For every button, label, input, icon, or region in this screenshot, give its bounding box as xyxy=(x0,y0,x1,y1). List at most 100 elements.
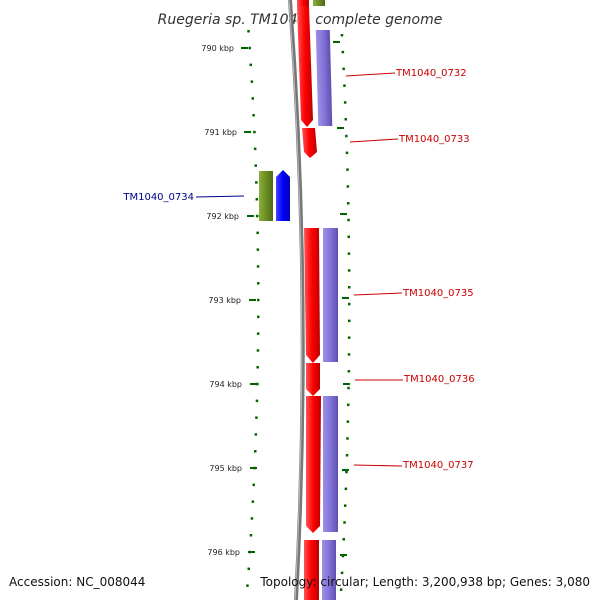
scale-dots-left xyxy=(246,30,260,587)
cds-block-tm1040-0735[interactable] xyxy=(323,228,338,362)
minor-tick-right xyxy=(347,218,350,222)
genome-summary-text: Topology: circular; Length: 3,200,938 bp… xyxy=(259,575,590,589)
minor-tick-right xyxy=(345,470,348,474)
minor-tick-right xyxy=(348,319,351,323)
minor-tick-left xyxy=(250,517,254,520)
minor-tick-left xyxy=(257,315,260,319)
gene-label-tm1040-0736[interactable]: TM1040_0736 xyxy=(403,374,475,385)
kbp-tick-794: 794 kbp xyxy=(209,380,242,389)
gene-label-tm1040-0734[interactable]: TM1040_0734 xyxy=(122,192,194,203)
minor-tick-right xyxy=(339,588,343,591)
minor-tick-right xyxy=(347,235,350,239)
minor-tick-left xyxy=(256,349,260,352)
minor-tick-right xyxy=(347,202,350,205)
minor-tick-left xyxy=(247,30,250,33)
minor-tick-right xyxy=(346,168,349,171)
minor-tick-right xyxy=(348,286,351,289)
minor-tick-right xyxy=(341,554,345,558)
minor-tick-left xyxy=(256,332,260,335)
minor-tick-right xyxy=(345,151,349,155)
minor-tick-left xyxy=(252,114,255,117)
gene-arrow-tm1040-0737[interactable] xyxy=(306,396,321,533)
scale-dots-right xyxy=(339,34,351,591)
gene-arrow-tm1040-0735[interactable] xyxy=(304,228,320,363)
cds-block-tm1040-0732[interactable] xyxy=(315,30,333,126)
minor-tick-left xyxy=(254,433,258,436)
gene-label-tm1040-0733[interactable]: TM1040_0733 xyxy=(398,134,470,145)
minor-tick-right xyxy=(342,538,345,541)
minor-tick-right xyxy=(347,386,350,390)
gene-leader-lines xyxy=(195,72,403,467)
minor-tick-left xyxy=(255,181,258,184)
minor-tick-left xyxy=(247,567,250,571)
minor-tick-left xyxy=(255,416,258,419)
minor-tick-right xyxy=(347,403,350,407)
minor-tick-left xyxy=(256,382,259,386)
kbp-major-ticks xyxy=(241,41,350,556)
minor-tick-left xyxy=(256,231,259,235)
kbp-tick-795: 795 kbp xyxy=(209,464,242,473)
gene-arrow-tm1040-0736[interactable] xyxy=(306,363,320,396)
cds-block-partial-bottom[interactable] xyxy=(322,540,336,600)
minor-tick-left xyxy=(256,214,259,218)
minor-tick-right xyxy=(344,487,348,491)
minor-tick-left xyxy=(256,248,260,251)
minor-tick-right xyxy=(345,134,348,138)
minor-tick-right xyxy=(345,454,349,457)
minor-tick-right xyxy=(344,118,347,121)
genome-backbone-highlight xyxy=(288,0,303,600)
cds-block-tm1040-0737[interactable] xyxy=(323,396,338,532)
minor-tick-left xyxy=(257,298,260,302)
gene-arrow-tm1040-0732[interactable] xyxy=(297,6,313,127)
minor-tick-left xyxy=(255,198,259,201)
minor-tick-right xyxy=(340,571,344,575)
minor-tick-left xyxy=(251,500,255,503)
minor-tick-right xyxy=(347,370,351,373)
gene-label-tm1040-0735[interactable]: TM1040_0735 xyxy=(402,288,474,299)
minor-tick-right xyxy=(343,101,347,104)
minor-tick-right xyxy=(343,84,346,87)
kbp-tick-793: 793 kbp xyxy=(208,296,241,305)
minor-tick-left xyxy=(255,399,259,403)
minor-tick-left xyxy=(254,450,257,453)
minor-tick-right xyxy=(344,504,347,507)
reverse-cds-partial-top[interactable] xyxy=(313,0,325,6)
minor-tick-right xyxy=(342,67,345,71)
forward-gene-partial-top[interactable] xyxy=(297,0,309,6)
minor-tick-left xyxy=(246,584,249,587)
gene-label-tm1040-0737[interactable]: TM1040_0737 xyxy=(402,460,474,471)
minor-tick-left xyxy=(256,366,259,369)
minor-tick-left xyxy=(257,282,260,285)
minor-tick-right xyxy=(347,269,351,272)
kbp-tick-792: 792 kbp xyxy=(206,212,239,221)
minor-tick-left xyxy=(252,483,255,487)
minor-tick-right xyxy=(348,302,351,306)
minor-tick-left xyxy=(254,164,257,167)
minor-tick-left xyxy=(256,265,260,268)
accession-text: Accession: NC_008044 xyxy=(9,575,145,589)
minor-tick-right xyxy=(346,437,349,440)
kbp-tick-790: 790 kbp xyxy=(201,44,234,53)
cds-block-tm1040-0734[interactable] xyxy=(259,171,273,221)
minor-tick-right xyxy=(343,521,346,524)
minor-tick-left xyxy=(251,97,254,100)
gene-arrow-tm1040-0734[interactable] xyxy=(276,170,290,221)
gene-label-tm1040-0732[interactable]: TM1040_0732 xyxy=(395,68,467,79)
minor-tick-right xyxy=(347,336,351,339)
kbp-tick-791: 791 kbp xyxy=(204,128,237,137)
minor-tick-right xyxy=(341,50,345,54)
minor-tick-left xyxy=(253,147,257,151)
forward-gene-partial-bottom[interactable] xyxy=(304,540,319,600)
minor-tick-left xyxy=(249,534,253,537)
minor-tick-right xyxy=(347,353,351,356)
kbp-scale: 790 kbp 791 kbp 792 kbp 793 kbp 794 kbp … xyxy=(201,44,242,557)
minor-tick-right xyxy=(346,420,350,423)
minor-tick-left xyxy=(249,63,252,67)
kbp-tick-796: 796 kbp xyxy=(207,548,240,557)
minor-tick-right xyxy=(347,252,351,255)
minor-tick-right xyxy=(340,34,344,37)
minor-tick-left xyxy=(253,130,256,134)
minor-tick-left xyxy=(250,80,254,83)
gene-arrow-tm1040-0733[interactable] xyxy=(302,128,317,158)
